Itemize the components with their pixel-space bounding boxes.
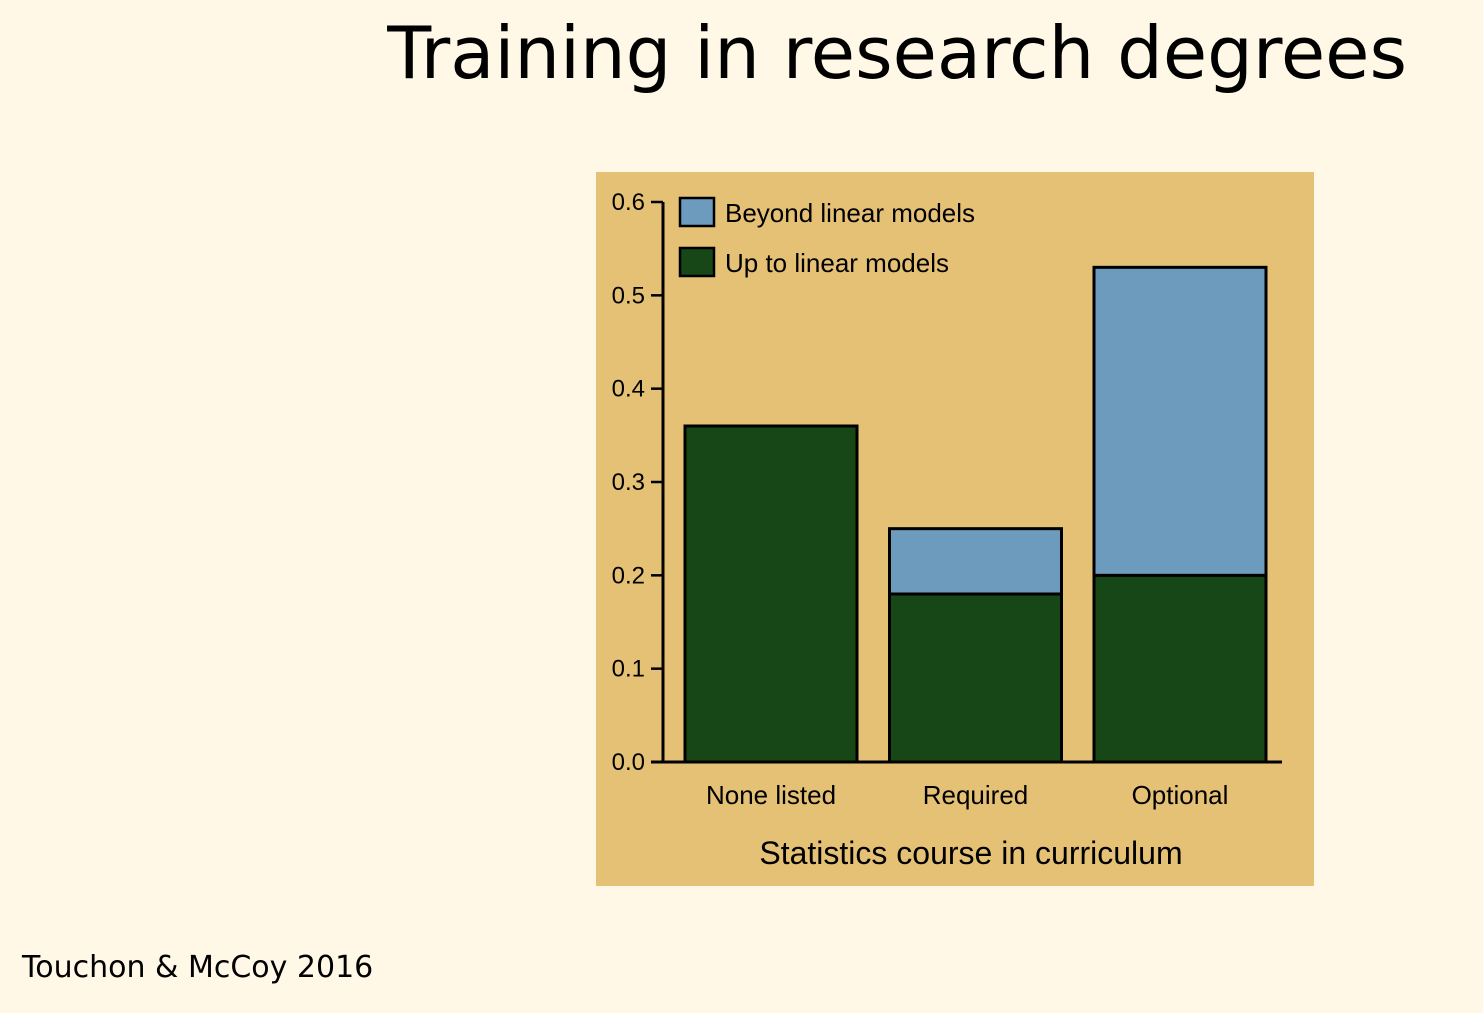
y-tick-label: 0.6 (612, 189, 645, 216)
x-axis-title: Statistics course in curriculum (759, 835, 1182, 871)
x-tick-label: Optional (1132, 780, 1229, 810)
y-tick-label: 0.3 (612, 469, 645, 496)
slide-title: Training in research degrees (387, 11, 1407, 95)
x-axis: None listed Required Optional (651, 760, 1282, 810)
stacked-bar-chart: 0.0 0.1 0.2 0.3 0.4 0.5 0.6 None listed Require… (612, 189, 1282, 871)
y-tick-label: 0.1 (612, 656, 645, 683)
bar-beyond-linear-models (1092, 265, 1268, 577)
citation: Touchon & McCoy 2016 (22, 950, 374, 985)
bar-up-to-linear-models (888, 592, 1063, 764)
y-tick-label: 0.2 (612, 562, 645, 589)
bar-beyond-linear-models (888, 527, 1063, 596)
bars (683, 265, 1268, 764)
y-tick-label: 0.0 (612, 749, 645, 776)
legend: Beyond linear models Up to linear models (678, 196, 975, 278)
legend-swatch (678, 196, 716, 228)
y-tick-label: 0.5 (612, 282, 645, 309)
x-tick-label: Required (923, 780, 1029, 810)
legend-swatch (678, 246, 716, 278)
bar-up-to-linear-models (683, 424, 859, 764)
y-tick-label: 0.4 (612, 376, 645, 403)
y-axis: 0.0 0.1 0.2 0.3 0.4 0.5 0.6 (612, 189, 665, 776)
bar-up-to-linear-models (1092, 573, 1268, 764)
legend-label: Beyond linear models (725, 198, 975, 228)
x-tick-label: None listed (706, 780, 836, 810)
chart-panel: 0.0 0.1 0.2 0.3 0.4 0.5 0.6 None listed Require… (596, 172, 1314, 886)
legend-label: Up to linear models (725, 248, 949, 278)
